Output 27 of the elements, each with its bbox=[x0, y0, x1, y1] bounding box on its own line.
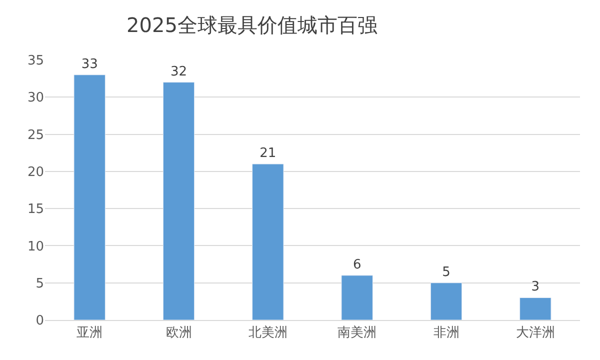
y-tick-label: 20 bbox=[27, 164, 44, 180]
chart-title: 2025全球最具价值城市百强 bbox=[126, 13, 378, 37]
data-label: 3 bbox=[531, 280, 540, 295]
bar bbox=[162, 82, 195, 320]
y-tick-label: 5 bbox=[36, 276, 44, 292]
y-tick-label: 0 bbox=[36, 314, 44, 329]
bar bbox=[520, 297, 552, 320]
y-tick-label: 30 bbox=[27, 90, 44, 106]
bar bbox=[74, 74, 106, 320]
x-tick-label: 大洋洲 bbox=[516, 326, 555, 341]
data-label: 6 bbox=[352, 257, 362, 272]
data-label: 5 bbox=[442, 264, 450, 280]
x-tick-label: 非洲 bbox=[433, 326, 460, 341]
y-tick-label: 25 bbox=[27, 128, 44, 143]
bar bbox=[252, 164, 284, 320]
y-tick-label: 10 bbox=[27, 239, 44, 254]
bar bbox=[341, 275, 373, 320]
data-label: 32 bbox=[170, 64, 188, 80]
data-label: 21 bbox=[260, 146, 276, 161]
x-tick-label: 南美洲 bbox=[338, 324, 377, 341]
y-tick-label: 35 bbox=[27, 54, 44, 69]
data-label: 33 bbox=[81, 56, 98, 72]
x-tick-label: 亚洲 bbox=[76, 326, 103, 341]
x-tick-label: 北美洲 bbox=[248, 324, 288, 341]
bar bbox=[430, 282, 462, 320]
x-tick-label: 欧洲 bbox=[166, 326, 192, 341]
y-tick-label: 15 bbox=[27, 202, 44, 218]
